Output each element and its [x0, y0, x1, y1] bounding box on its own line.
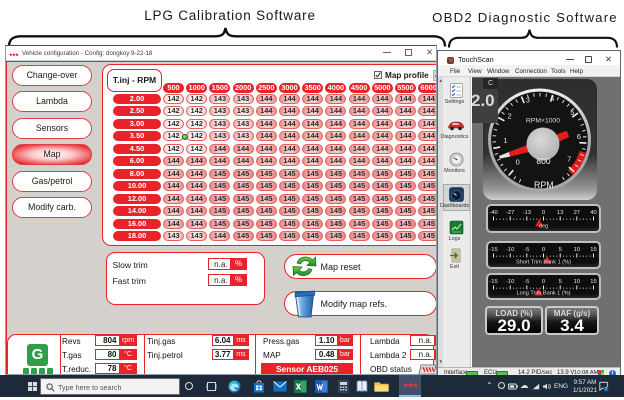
svg-text:RPM: RPM — [534, 180, 554, 190]
svg-text:-13: -13 — [523, 210, 531, 216]
svg-text:1: 1 — [504, 136, 508, 145]
svg-text:0: 0 — [542, 247, 545, 253]
svg-text:-10: -10 — [506, 247, 514, 253]
svg-text:4: 4 — [550, 94, 554, 103]
svg-text:3: 3 — [526, 95, 530, 104]
svg-text:-15: -15 — [489, 247, 497, 253]
svg-text:13: 13 — [557, 210, 563, 216]
svg-text:27: 27 — [574, 210, 580, 216]
svg-text:5: 5 — [570, 108, 574, 117]
svg-text:15: 15 — [590, 247, 596, 253]
svg-text:5: 5 — [559, 279, 562, 285]
svg-text:6: 6 — [577, 132, 581, 141]
svg-text:0: 0 — [516, 157, 520, 166]
svg-text:-27: -27 — [506, 210, 514, 216]
svg-text:Long Trim Bank 1 (%): Long Trim Bank 1 (%) — [516, 290, 570, 296]
svg-text:5: 5 — [559, 247, 562, 253]
svg-text:0: 0 — [542, 210, 545, 216]
svg-text:Short Trim Bank 1 (%): Short Trim Bank 1 (%) — [516, 259, 571, 265]
svg-text:10: 10 — [574, 279, 580, 285]
svg-text:RPM×1000: RPM×1000 — [526, 118, 560, 125]
svg-text:15: 15 — [590, 279, 596, 285]
svg-text:7: 7 — [567, 154, 571, 163]
svg-text:-15: -15 — [489, 279, 497, 285]
svg-text:-5: -5 — [524, 279, 529, 285]
svg-text:800: 800 — [536, 156, 550, 166]
svg-text:deg: deg — [539, 223, 548, 229]
svg-text:-5: -5 — [524, 247, 529, 253]
svg-text:-10: -10 — [506, 279, 514, 285]
svg-text:10: 10 — [574, 247, 580, 253]
svg-text:-40: -40 — [489, 210, 497, 216]
svg-text:2: 2 — [507, 112, 511, 121]
svg-text:0: 0 — [542, 279, 545, 285]
svg-text:7: 7 — [605, 387, 608, 392]
svg-text:40: 40 — [590, 210, 596, 216]
